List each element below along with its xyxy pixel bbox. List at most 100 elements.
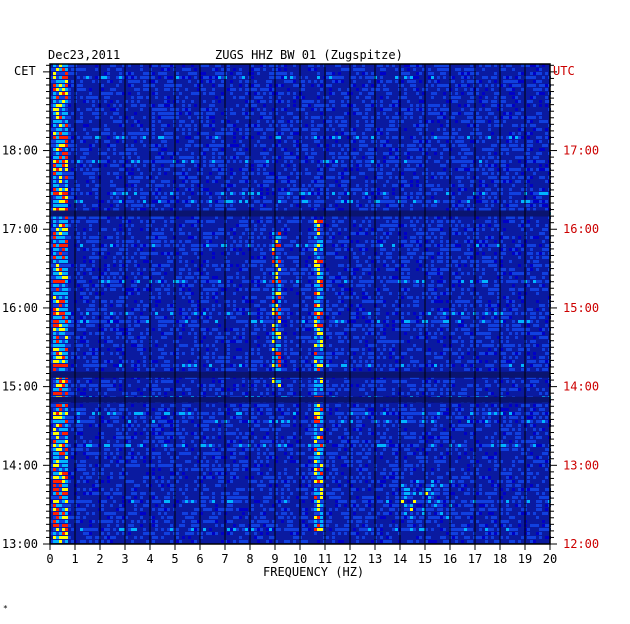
spectrogram-cell [347,192,350,195]
spectrogram-cell [389,108,392,111]
spectrogram-cell [221,244,224,247]
spectrogram-cell [293,256,296,259]
spectrogram-cell [230,92,233,95]
spectrogram-cell [119,116,122,119]
spectrogram-cell [137,120,140,123]
spectrogram-cell [80,280,83,283]
spectrogram-cell [347,132,350,135]
spectrogram-cell [413,136,416,139]
spectrogram-cell [443,76,446,79]
spectrogram-cell [521,108,524,111]
spectrogram-cell [245,220,248,223]
spectrogram-cell [188,144,191,147]
spectrogram-cell [482,76,485,79]
spectrogram-cell [164,240,167,243]
spectrogram-cell [461,92,464,95]
spectrogram-cell [188,188,191,191]
spectrogram-cell [131,208,134,211]
spectrogram-cell [272,288,275,291]
spectrogram-cell [446,208,449,211]
spectrogram-cell [539,168,542,171]
spectrogram-cell [407,280,410,283]
spectrogram-cell [194,272,197,275]
spectrogram-cell [227,188,230,191]
spectrogram-cell [113,64,116,67]
spectrogram-cell [419,188,422,191]
spectrogram-cell [113,112,116,115]
spectrogram-cell [245,124,248,127]
spectrogram-cell [326,208,329,211]
spectrogram-cell [344,288,347,291]
spectrogram-cell [113,164,116,167]
spectrogram-cell [377,260,380,263]
spectrogram-cell [128,196,131,199]
spectrogram-cell [140,76,143,79]
spectrogram-cell [245,100,248,103]
spectrogram-cell [137,168,140,171]
spectrogram-cell [215,136,218,139]
spectrogram-cell [65,184,68,187]
spectrogram-cell [512,124,515,127]
spectrogram-cell [59,80,62,83]
spectrogram-cell [446,188,449,191]
spectrogram-cell [239,160,242,163]
spectrogram-cell [329,284,332,287]
spectrogram-cell [407,184,410,187]
spectrogram-cell [140,188,143,191]
spectrogram-cell [329,88,332,91]
spectrogram-cell [266,288,269,291]
spectrogram-cell [125,100,128,103]
spectrogram-cell [113,244,116,247]
spectrogram-cell [290,72,293,75]
spectrogram-cell [83,292,86,295]
spectrogram-cell [236,72,239,75]
spectrogram-cell [416,156,419,159]
spectrogram-cell [137,96,140,99]
spectrogram-cell [455,244,458,247]
spectrogram-cell [272,252,275,255]
spectrogram-cell [122,232,125,235]
spectrogram-cell [56,124,59,127]
spectrogram-cell [305,100,308,103]
spectrogram-cell [389,280,392,283]
spectrogram-cell [311,244,314,247]
spectrogram-cell [296,172,299,175]
spectrogram-cell [200,284,203,287]
spectrogram-cell [482,172,485,175]
spectrogram-cell [86,160,89,163]
spectrogram-cell [254,68,257,71]
spectrogram-cell [455,84,458,87]
spectrogram-cell [335,216,338,219]
spectrogram-cell [263,204,266,207]
spectrogram-cell [404,88,407,91]
spectrogram-cell [239,288,242,291]
spectrogram-cell [134,140,137,143]
spectrogram-cell [50,276,53,279]
spectrogram-cell [455,264,458,267]
spectrogram-cell [218,84,221,87]
spectrogram-cell [215,192,218,195]
spectrogram-cell [491,88,494,91]
spectrogram-cell [329,184,332,187]
spectrogram-cell [254,224,257,227]
spectrogram-cell [59,168,62,171]
spectrogram-cell [344,180,347,183]
spectrogram-cell [338,72,341,75]
spectrogram-cell [422,108,425,111]
spectrogram-cell [272,156,275,159]
spectrogram-cell [413,200,416,203]
spectrogram-cell [146,236,149,239]
spectrogram-cell [419,244,422,247]
spectrogram-cell [530,64,533,67]
spectrogram-cell [491,264,494,267]
spectrogram-cell [491,180,494,183]
spectrogram-cell [290,76,293,79]
spectrogram-cell [497,272,500,275]
spectrogram-cell [395,76,398,79]
spectrogram-cell [188,268,191,271]
spectrogram-cell [68,176,71,179]
spectrogram-cell [53,272,56,275]
spectrogram-cell [209,124,212,127]
spectrogram-cell [545,168,548,171]
spectrogram-cell [377,64,380,67]
